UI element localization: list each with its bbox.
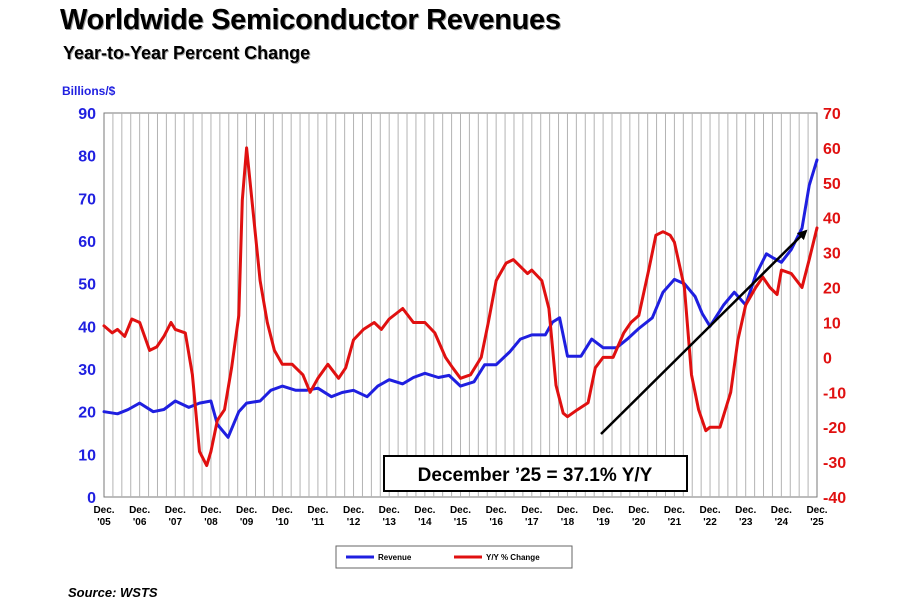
x-tick-label: Dec.'14 bbox=[414, 505, 435, 528]
right-tick-label: -30 bbox=[823, 455, 846, 472]
x-tick-year: '14 bbox=[418, 517, 432, 528]
x-tick-label: Dec.'05 bbox=[93, 505, 114, 528]
x-tick-year: '11 bbox=[311, 517, 324, 528]
x-tick-label: Dec.'07 bbox=[165, 505, 186, 528]
x-tick-year: '20 bbox=[632, 517, 646, 528]
x-tick-year: '10 bbox=[275, 517, 289, 528]
x-tick-label: Dec.'10 bbox=[272, 505, 293, 528]
right-tick-label: -20 bbox=[823, 420, 846, 437]
left-tick-label: 50 bbox=[78, 277, 96, 294]
right-tick-label: -40 bbox=[823, 490, 846, 507]
legend-label: Revenue bbox=[378, 553, 412, 562]
x-tick-year: '25 bbox=[810, 517, 824, 528]
x-tick-month: Dec. bbox=[628, 505, 649, 516]
x-tick-month: Dec. bbox=[521, 505, 542, 516]
x-tick-month: Dec. bbox=[379, 505, 400, 516]
x-tick-year: '09 bbox=[240, 517, 254, 528]
source-note: Source: WSTS bbox=[68, 585, 158, 600]
annotation-text: December ’25 = 37.1% Y/Y bbox=[418, 465, 653, 486]
right-tick-label: 10 bbox=[823, 315, 841, 332]
x-tick-year: '19 bbox=[596, 517, 610, 528]
x-tick-label: Dec.'13 bbox=[379, 505, 400, 528]
x-tick-label: Dec.'22 bbox=[699, 505, 720, 528]
right-tick-label: 60 bbox=[823, 141, 841, 158]
x-tick-month: Dec. bbox=[272, 505, 293, 516]
right-tick-label: 30 bbox=[823, 246, 841, 263]
x-tick-year: '24 bbox=[775, 517, 789, 528]
x-tick-month: Dec. bbox=[771, 505, 792, 516]
x-tick-year: '17 bbox=[525, 517, 539, 528]
x-tick-label: Dec.'23 bbox=[735, 505, 756, 528]
x-tick-label: Dec.'12 bbox=[343, 505, 364, 528]
x-tick-year: '13 bbox=[382, 517, 396, 528]
x-tick-year: '07 bbox=[169, 517, 183, 528]
x-tick-month: Dec. bbox=[165, 505, 186, 516]
legend: Revenue Y/Y % Change bbox=[335, 545, 573, 569]
chart-subtitle: Year-to-Year Percent Change bbox=[63, 43, 311, 63]
left-axis-label: Billions/$ bbox=[62, 84, 116, 98]
x-tick-month: Dec. bbox=[414, 505, 435, 516]
x-tick-label: Dec.'17 bbox=[521, 505, 542, 528]
right-tick-label: 50 bbox=[823, 176, 841, 193]
x-tick-month: Dec. bbox=[93, 505, 114, 516]
right-tick-label: 0 bbox=[823, 350, 832, 367]
x-tick-month: Dec. bbox=[343, 505, 364, 516]
left-tick-label: 70 bbox=[78, 191, 96, 208]
x-tick-year: '05 bbox=[97, 517, 111, 528]
left-tick-label: 60 bbox=[78, 234, 96, 251]
trend-arrow bbox=[600, 229, 808, 435]
left-tick-label: 90 bbox=[78, 106, 96, 123]
x-tick-label: Dec.'11 bbox=[307, 505, 328, 528]
left-tick-label: 10 bbox=[78, 447, 96, 464]
x-tick-month: Dec. bbox=[200, 505, 221, 516]
x-tick-label: Dec.'15 bbox=[450, 505, 471, 528]
legend-label: Y/Y % Change bbox=[486, 553, 540, 562]
x-tick-label: Dec.'18 bbox=[557, 505, 578, 528]
x-tick-label: Dec.'25 bbox=[806, 505, 827, 528]
x-tick-year: '12 bbox=[347, 517, 361, 528]
x-tick-year: '08 bbox=[204, 517, 218, 528]
x-tick-month: Dec. bbox=[557, 505, 578, 516]
x-tick-month: Dec. bbox=[450, 505, 471, 516]
x-tick-year: '22 bbox=[703, 517, 717, 528]
left-tick-label: 20 bbox=[78, 405, 96, 422]
series-line-yoy bbox=[102, 146, 819, 468]
x-tick-year: '16 bbox=[489, 517, 503, 528]
x-tick-label: Dec.'21 bbox=[664, 505, 685, 528]
annotation-box: December ’25 = 37.1% Y/Y bbox=[383, 455, 688, 492]
left-tick-label: 30 bbox=[78, 362, 96, 379]
chart-title: Worldwide Semiconductor Revenues bbox=[60, 4, 561, 36]
right-tick-label: 70 bbox=[823, 106, 841, 123]
left-tick-label: 80 bbox=[78, 149, 96, 166]
x-tick-label: Dec.'16 bbox=[486, 505, 507, 528]
x-tick-month: Dec. bbox=[129, 505, 150, 516]
x-tick-month: Dec. bbox=[735, 505, 756, 516]
x-tick-month: Dec. bbox=[699, 505, 720, 516]
x-tick-year: '06 bbox=[133, 517, 147, 528]
annotation-border bbox=[383, 455, 688, 492]
x-tick-label: Dec.'09 bbox=[236, 505, 257, 528]
left-tick-label: 40 bbox=[78, 319, 96, 336]
x-tick-year: '15 bbox=[454, 517, 468, 528]
x-tick-month: Dec. bbox=[593, 505, 614, 516]
x-tick-year: '23 bbox=[739, 517, 753, 528]
x-tick-label: Dec.'08 bbox=[200, 505, 221, 528]
x-tick-year: '21 bbox=[668, 517, 682, 528]
x-tick-label: Dec.'24 bbox=[771, 505, 792, 528]
x-tick-month: Dec. bbox=[664, 505, 685, 516]
right-tick-label: -10 bbox=[823, 385, 846, 402]
x-tick-month: Dec. bbox=[236, 505, 257, 516]
x-tick-month: Dec. bbox=[486, 505, 507, 516]
right-tick-label: 40 bbox=[823, 211, 841, 228]
x-tick-month: Dec. bbox=[307, 505, 328, 516]
right-tick-label: 20 bbox=[823, 281, 841, 298]
x-tick-month: Dec. bbox=[806, 505, 827, 516]
x-tick-year: '18 bbox=[561, 517, 575, 528]
x-tick-label: Dec.'20 bbox=[628, 505, 649, 528]
left-tick-label: 0 bbox=[87, 490, 96, 507]
x-tick-label: Dec.'06 bbox=[129, 505, 150, 528]
x-tick-label: Dec.'19 bbox=[593, 505, 614, 528]
